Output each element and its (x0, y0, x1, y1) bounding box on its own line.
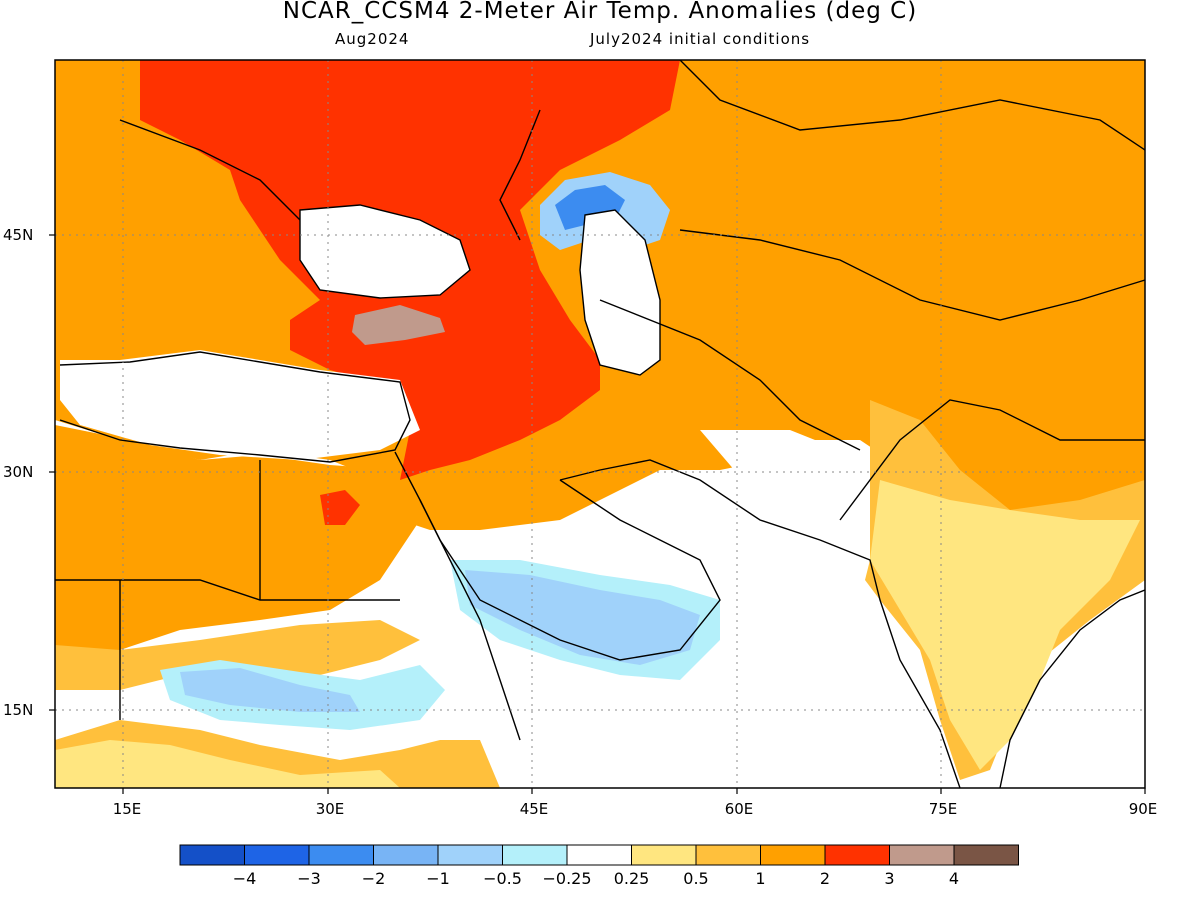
colorbar-swatch (695, 844, 761, 866)
colorbar (179, 844, 1019, 866)
colorbar-swatch (373, 844, 439, 866)
anomaly-region (352, 305, 445, 345)
colorbar-label: −1 (426, 869, 450, 888)
anomaly-region (320, 490, 360, 525)
anomaly-region (55, 620, 420, 690)
x-tick-label: 15E (112, 800, 142, 818)
graticule (55, 60, 1145, 788)
colorbar-swatch (179, 844, 245, 866)
valid-period: Aug2024 (335, 30, 410, 48)
x-tick-label: 30E (315, 800, 345, 818)
map-frame (54, 59, 1146, 789)
colorbar-label: 1 (755, 869, 766, 888)
colorbar-swatch (566, 844, 632, 866)
sea (300, 205, 470, 298)
colorbar-label: 0.5 (683, 869, 709, 888)
map-field (55, 60, 1145, 788)
y-tick-label: 15N (3, 701, 34, 719)
colorbar-swatch (889, 844, 955, 866)
colorbar-swatch (308, 844, 374, 866)
colorbar-label: −2 (361, 869, 386, 888)
colorbar-label: −0.5 (483, 869, 522, 888)
sea (580, 210, 660, 375)
coastlines (55, 60, 1145, 788)
init-conditions: July2024 initial conditions (590, 30, 811, 48)
colorbar-label: −4 (232, 869, 257, 888)
sea (500, 430, 930, 788)
anomaly-region (55, 740, 400, 788)
colorbar-swatch (824, 844, 890, 866)
anomaly-region (55, 425, 420, 660)
colorbar-label: −3 (297, 869, 321, 888)
sea (60, 350, 420, 460)
anomaly-region (870, 480, 1140, 770)
colorbar-swatch (631, 844, 697, 866)
colorbar-swatch (953, 844, 1019, 866)
axis-ticks (49, 234, 1146, 794)
colorbar-label: 2 (819, 869, 831, 888)
colorbar-swatch (244, 844, 310, 866)
anomaly-region (465, 570, 700, 665)
y-tick-label: 30N (3, 463, 34, 481)
colorbar-label: 3 (884, 869, 895, 888)
colorbar-label: −0.25 (542, 869, 592, 888)
colorbar-swatch (502, 844, 568, 866)
chart-title: NCAR_CCSM4 2-Meter Air Temp. Anomalies (… (282, 0, 918, 24)
x-tick-label: 75E (928, 800, 958, 818)
y-tick-label: 45N (3, 226, 34, 244)
colorbar-swatch (760, 844, 826, 866)
x-tick-label: 45E (519, 800, 549, 818)
colorbar-label: 0.25 (613, 869, 650, 888)
colorbar-swatch (437, 844, 503, 866)
x-tick-label: 90E (1128, 800, 1158, 818)
anomaly-region (180, 668, 360, 712)
x-tick-label: 60E (724, 800, 754, 818)
colorbar-label: 4 (948, 869, 960, 888)
